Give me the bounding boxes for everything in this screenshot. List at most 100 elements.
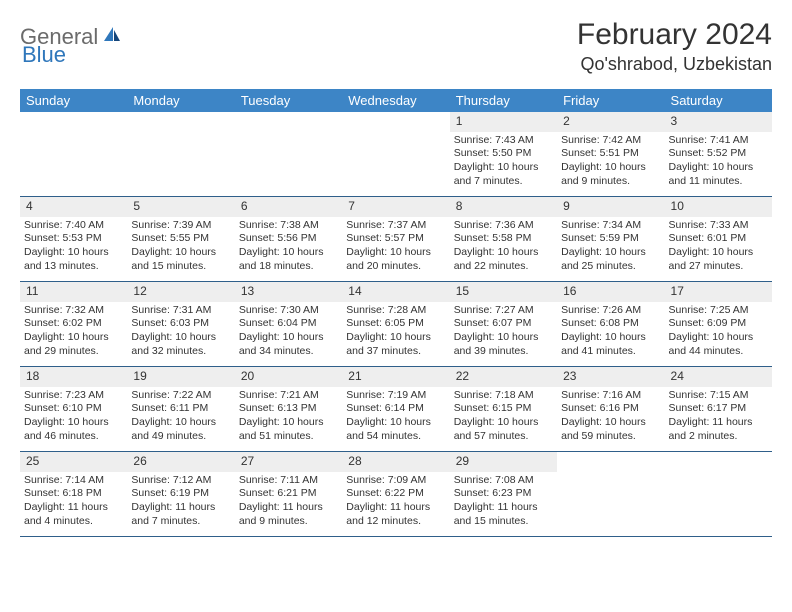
day-number: 12	[127, 282, 234, 302]
day-details: Sunrise: 7:33 AMSunset: 6:01 PMDaylight:…	[665, 217, 772, 278]
detail-line: Sunrise: 7:22 AM	[131, 389, 230, 403]
day-number: 23	[557, 367, 664, 387]
detail-line: and 29 minutes.	[24, 345, 123, 359]
detail-line: Daylight: 10 hours	[239, 331, 338, 345]
dow-monday: Monday	[127, 89, 234, 112]
week-row: 1Sunrise: 7:43 AMSunset: 5:50 PMDaylight…	[20, 112, 772, 197]
week-row: 18Sunrise: 7:23 AMSunset: 6:10 PMDayligh…	[20, 367, 772, 452]
detail-line: and 11 minutes.	[669, 175, 768, 189]
header: General February 2024 Qo'shrabod, Uzbeki…	[20, 18, 772, 75]
day-details: Sunrise: 7:19 AMSunset: 6:14 PMDaylight:…	[342, 387, 449, 448]
day-cell: 17Sunrise: 7:25 AMSunset: 6:09 PMDayligh…	[665, 282, 772, 366]
detail-line: Sunset: 6:23 PM	[454, 487, 553, 501]
detail-line: and 15 minutes.	[131, 260, 230, 274]
detail-line: Sunset: 5:58 PM	[454, 232, 553, 246]
detail-line: and 7 minutes.	[454, 175, 553, 189]
day-number: 22	[450, 367, 557, 387]
detail-line: and 32 minutes.	[131, 345, 230, 359]
dow-thursday: Thursday	[450, 89, 557, 112]
detail-line: Daylight: 10 hours	[454, 246, 553, 260]
day-details: Sunrise: 7:38 AMSunset: 5:56 PMDaylight:…	[235, 217, 342, 278]
day-number	[665, 452, 772, 456]
detail-line: Sunset: 6:11 PM	[131, 402, 230, 416]
detail-line: and 51 minutes.	[239, 430, 338, 444]
detail-line: Sunset: 6:10 PM	[24, 402, 123, 416]
day-details: Sunrise: 7:43 AMSunset: 5:50 PMDaylight:…	[450, 132, 557, 193]
day-cell: 29Sunrise: 7:08 AMSunset: 6:23 PMDayligh…	[450, 452, 557, 536]
detail-line: Sunrise: 7:08 AM	[454, 474, 553, 488]
detail-line: Sunset: 6:14 PM	[346, 402, 445, 416]
detail-line: Daylight: 11 hours	[239, 501, 338, 515]
week-row: 4Sunrise: 7:40 AMSunset: 5:53 PMDaylight…	[20, 197, 772, 282]
detail-line: Daylight: 10 hours	[669, 331, 768, 345]
detail-line: Sunset: 6:22 PM	[346, 487, 445, 501]
day-number: 24	[665, 367, 772, 387]
day-details: Sunrise: 7:36 AMSunset: 5:58 PMDaylight:…	[450, 217, 557, 278]
detail-line: and 37 minutes.	[346, 345, 445, 359]
day-number: 16	[557, 282, 664, 302]
day-cell: 6Sunrise: 7:38 AMSunset: 5:56 PMDaylight…	[235, 197, 342, 281]
detail-line: Sunrise: 7:40 AM	[24, 219, 123, 233]
detail-line: and 54 minutes.	[346, 430, 445, 444]
detail-line: Sunrise: 7:19 AM	[346, 389, 445, 403]
dow-sunday: Sunday	[20, 89, 127, 112]
detail-line: Sunrise: 7:32 AM	[24, 304, 123, 318]
detail-line: and 27 minutes.	[669, 260, 768, 274]
dow-tuesday: Tuesday	[235, 89, 342, 112]
detail-line: Sunset: 6:17 PM	[669, 402, 768, 416]
detail-line: Sunrise: 7:42 AM	[561, 134, 660, 148]
detail-line: and 20 minutes.	[346, 260, 445, 274]
day-number: 14	[342, 282, 449, 302]
detail-line: and 57 minutes.	[454, 430, 553, 444]
day-cell	[20, 112, 127, 196]
detail-line: Sunset: 6:16 PM	[561, 402, 660, 416]
logo-text-blue: Blue	[22, 42, 66, 67]
detail-line: Sunset: 6:03 PM	[131, 317, 230, 331]
detail-line: and 13 minutes.	[24, 260, 123, 274]
detail-line: Daylight: 10 hours	[561, 416, 660, 430]
day-details: Sunrise: 7:08 AMSunset: 6:23 PMDaylight:…	[450, 472, 557, 533]
detail-line: Daylight: 10 hours	[454, 161, 553, 175]
detail-line: Daylight: 10 hours	[454, 416, 553, 430]
detail-line: Sunrise: 7:16 AM	[561, 389, 660, 403]
detail-line: and 39 minutes.	[454, 345, 553, 359]
day-details: Sunrise: 7:15 AMSunset: 6:17 PMDaylight:…	[665, 387, 772, 448]
day-details: Sunrise: 7:39 AMSunset: 5:55 PMDaylight:…	[127, 217, 234, 278]
day-cell	[557, 452, 664, 536]
day-details: Sunrise: 7:30 AMSunset: 6:04 PMDaylight:…	[235, 302, 342, 363]
day-details: Sunrise: 7:37 AMSunset: 5:57 PMDaylight:…	[342, 217, 449, 278]
day-details: Sunrise: 7:26 AMSunset: 6:08 PMDaylight:…	[557, 302, 664, 363]
day-number	[342, 112, 449, 116]
detail-line: and 12 minutes.	[346, 515, 445, 529]
detail-line: and 2 minutes.	[669, 430, 768, 444]
day-details: Sunrise: 7:23 AMSunset: 6:10 PMDaylight:…	[20, 387, 127, 448]
detail-line: Sunset: 6:01 PM	[669, 232, 768, 246]
day-number: 11	[20, 282, 127, 302]
detail-line: Daylight: 10 hours	[561, 246, 660, 260]
day-number	[235, 112, 342, 116]
day-cell: 18Sunrise: 7:23 AMSunset: 6:10 PMDayligh…	[20, 367, 127, 451]
day-cell: 28Sunrise: 7:09 AMSunset: 6:22 PMDayligh…	[342, 452, 449, 536]
day-number: 2	[557, 112, 664, 132]
detail-line: and 46 minutes.	[24, 430, 123, 444]
day-number	[127, 112, 234, 116]
day-details: Sunrise: 7:12 AMSunset: 6:19 PMDaylight:…	[127, 472, 234, 533]
day-cell: 10Sunrise: 7:33 AMSunset: 6:01 PMDayligh…	[665, 197, 772, 281]
detail-line: Daylight: 10 hours	[346, 331, 445, 345]
detail-line: Daylight: 10 hours	[346, 246, 445, 260]
detail-line: Sunrise: 7:18 AM	[454, 389, 553, 403]
day-number: 25	[20, 452, 127, 472]
day-number: 9	[557, 197, 664, 217]
dow-row: SundayMondayTuesdayWednesdayThursdayFrid…	[20, 89, 772, 112]
day-details: Sunrise: 7:22 AMSunset: 6:11 PMDaylight:…	[127, 387, 234, 448]
detail-line: Daylight: 11 hours	[669, 416, 768, 430]
month-title: February 2024	[577, 18, 772, 52]
day-details: Sunrise: 7:34 AMSunset: 5:59 PMDaylight:…	[557, 217, 664, 278]
detail-line: Daylight: 10 hours	[454, 331, 553, 345]
detail-line: Sunrise: 7:39 AM	[131, 219, 230, 233]
detail-line: Daylight: 10 hours	[561, 331, 660, 345]
detail-line: and 18 minutes.	[239, 260, 338, 274]
day-details: Sunrise: 7:09 AMSunset: 6:22 PMDaylight:…	[342, 472, 449, 533]
detail-line: Sunset: 6:05 PM	[346, 317, 445, 331]
day-cell: 16Sunrise: 7:26 AMSunset: 6:08 PMDayligh…	[557, 282, 664, 366]
